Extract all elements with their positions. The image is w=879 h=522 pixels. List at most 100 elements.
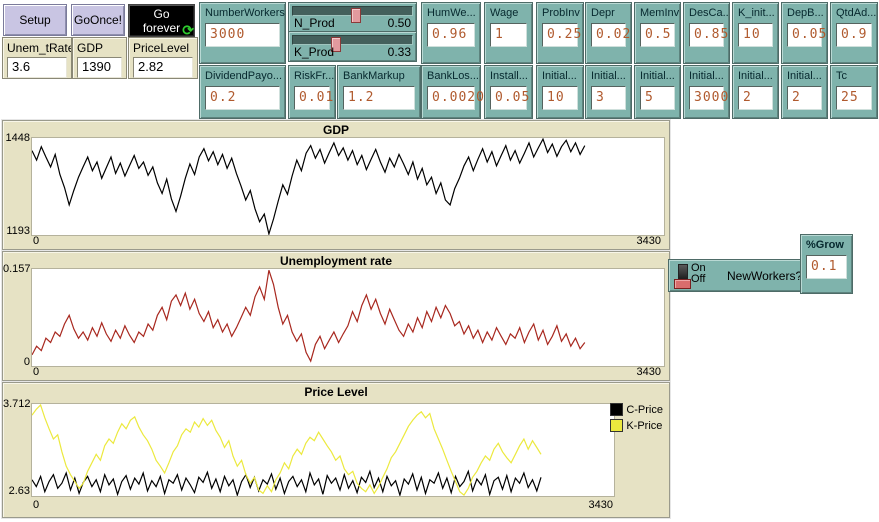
legend-label: C-Price (626, 403, 663, 416)
input-desca: DesCa... 0.85 (683, 2, 730, 64)
input-field[interactable]: 3000 (205, 23, 280, 47)
input-probinv: ProbInv 0.25 (536, 2, 584, 64)
unemployment-plot: Unemployment rate 0.157 0 0 3430 (2, 251, 670, 381)
slider-track[interactable] (292, 35, 413, 52)
x-axis-max-label: 3430 (588, 499, 613, 511)
input-field[interactable]: 0.05 (787, 23, 826, 47)
legend-item-k-price: K-Price (610, 419, 663, 432)
input-field[interactable]: 2 (738, 86, 773, 110)
price-level-plot: Price Level 3.712 2.63 0 3430 C-Price K-… (2, 382, 670, 518)
input-field[interactable]: 0.05 (490, 86, 529, 110)
input-label: DepB... (787, 7, 824, 19)
input-field[interactable]: 0.1 (806, 255, 847, 279)
input-field[interactable]: 3000 (689, 86, 728, 110)
input-initial-5: Initial... 2 (732, 65, 779, 119)
input-label: NumberWorkers (205, 7, 285, 19)
input-meminv: MemInv 0.5 (634, 2, 681, 64)
setup-button-label: Setup (19, 13, 51, 27)
slider-handle[interactable] (330, 37, 341, 52)
k-price-swatch-icon (610, 419, 624, 432)
monitor-gdp: GDP 1390 (72, 37, 127, 79)
go-forever-button[interactable]: Go forever ⟳ (128, 4, 195, 38)
go-once-button[interactable]: GoOnce! (71, 4, 125, 36)
slider-label: N_Prod (294, 16, 335, 30)
input-field[interactable]: 0.2 (205, 86, 280, 110)
input-label: %Grow (806, 239, 844, 251)
input-field[interactable]: 1 (490, 23, 527, 47)
monitor-unem-trate: Unem_tRate 3.6 (2, 37, 72, 79)
input-field[interactable]: 0.0020 (427, 86, 484, 110)
legend-item-c-price: C-Price (610, 403, 663, 416)
monitor-label: Unem_tRate (7, 41, 71, 55)
input-field[interactable]: 0.02 (591, 23, 630, 47)
input-label: ProbInv (542, 7, 580, 19)
input-humwe: HumWe... 0.96 (421, 2, 481, 64)
input-field[interactable]: 5 (640, 86, 675, 110)
x-axis-min-label: 0 (33, 499, 40, 511)
input-initial-6: Initial... 2 (781, 65, 828, 119)
input-label: DesCa... (689, 7, 729, 19)
monitor-value: 3.6 (7, 57, 67, 78)
setup-button[interactable]: Setup (3, 4, 67, 36)
input-field[interactable]: 10 (738, 23, 773, 47)
x-axis-min-label: 0 (33, 366, 40, 378)
y-axis-max-label: 3.712 (3, 398, 31, 410)
monitor-value: 1390 (77, 57, 122, 78)
legend-label: K-Price (626, 419, 663, 432)
input-tc: Tc 25 (830, 65, 878, 119)
input-label: Wage (490, 7, 519, 19)
input-riskfr: RiskFr... 0.01 (288, 65, 336, 119)
input-field[interactable]: 10 (542, 86, 578, 110)
slider-handle[interactable] (350, 8, 361, 23)
unemployment-plot-canvas (31, 268, 665, 367)
input-field[interactable]: 2 (787, 86, 822, 110)
input-label: Initial... (542, 70, 577, 82)
input-k-init: K_init... 10 (732, 2, 779, 64)
input-label: BankLos... (427, 70, 479, 82)
slider-value: 0.50 (387, 16, 411, 30)
monitor-label: GDP (77, 41, 104, 55)
input-field[interactable]: 0.01 (294, 86, 333, 110)
slider-label: K_Prod (294, 45, 335, 59)
input-install: Install... 0.05 (484, 65, 533, 119)
input-wage: Wage 1 (484, 2, 533, 64)
unemployment-plot-title: Unemployment rate (279, 254, 393, 268)
monitor-pricelevel: PriceLevel 2.82 (128, 37, 198, 79)
input-field[interactable]: 0.5 (640, 23, 675, 47)
gdp-plot-title: GDP (322, 123, 349, 137)
input-banklos: BankLos... 0.0020 (421, 65, 484, 119)
input-label: Initial... (591, 70, 626, 82)
input-field[interactable]: 0.85 (689, 23, 728, 47)
input-label: RiskFr... (294, 70, 335, 82)
gdp-plot: GDP 1448 1193 0 3430 (2, 120, 670, 250)
refresh-icon: ⟳ (182, 22, 194, 38)
y-axis-max-label: 1448 (5, 132, 30, 144)
input-label: BankMarkup (343, 70, 405, 82)
input-field[interactable]: 1.2 (343, 86, 415, 110)
switch-handle[interactable] (674, 279, 691, 289)
c-price-swatch-icon (610, 403, 624, 416)
input-label: DividendPayo... (205, 70, 283, 82)
price-level-plot-title: Price Level (304, 385, 368, 399)
input-bankmarkup: BankMarkup 1.2 (337, 65, 421, 119)
slider-track[interactable] (292, 6, 413, 23)
input-depb: DepB... 0.05 (781, 2, 828, 64)
go-forever-button-label: Go forever (142, 6, 181, 35)
input-label: MemInv (640, 7, 680, 19)
input-field[interactable]: 0.25 (542, 23, 581, 47)
input-initial-4: Initial... 3000 (683, 65, 730, 119)
input-label: Install... (490, 70, 528, 82)
y-axis-min-label: 2.63 (8, 485, 30, 497)
input-field[interactable]: 0.96 (427, 23, 475, 47)
input-field[interactable]: 0.9 (836, 23, 872, 47)
gdp-plot-canvas (31, 137, 665, 236)
input-field[interactable]: 25 (836, 86, 872, 110)
newworkers-switch[interactable]: On Off NewWorkers? (668, 259, 803, 292)
switch-on-label: On (691, 262, 706, 274)
input-qtdad: QtdAd... 0.9 (830, 2, 878, 64)
input-field[interactable]: 3 (591, 86, 626, 110)
monitor-value: 2.82 (133, 57, 193, 78)
input-label: Tc (836, 70, 847, 82)
switch-off-label: Off (691, 273, 706, 285)
monitor-label: PriceLevel (133, 41, 190, 55)
